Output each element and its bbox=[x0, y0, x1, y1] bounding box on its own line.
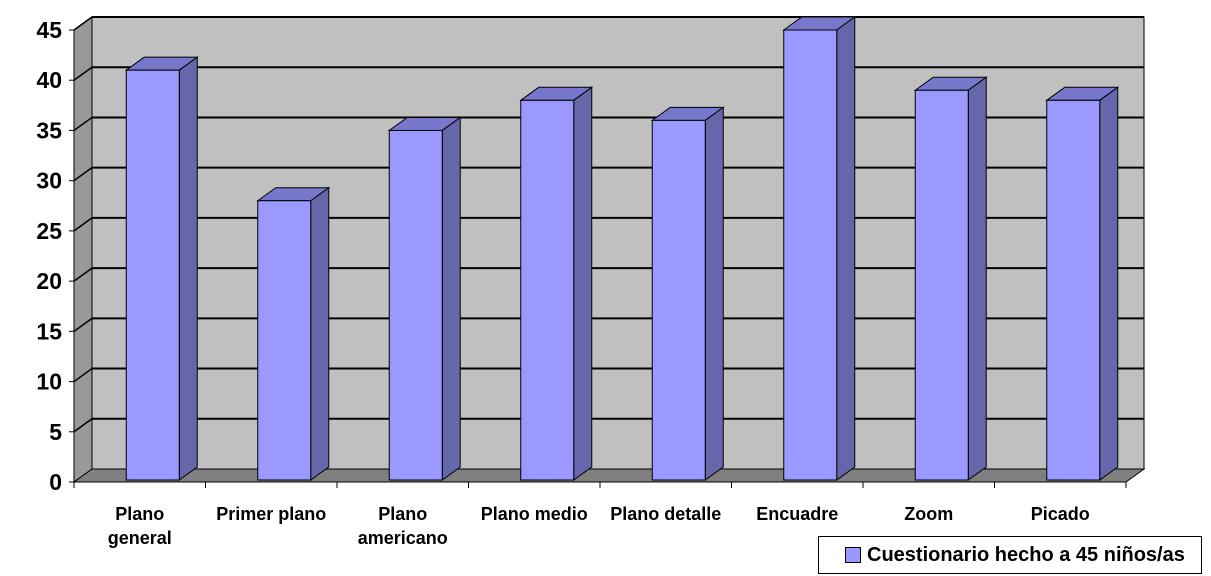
bar bbox=[257, 200, 312, 481]
bar-side bbox=[967, 76, 987, 481]
gridline-side bbox=[73, 367, 93, 383]
x-tick-label: Plano bbox=[378, 504, 427, 524]
bar bbox=[651, 119, 706, 481]
left-wall bbox=[73, 16, 93, 483]
legend-label: Cuestionario hecho a 45 niños/as bbox=[867, 543, 1185, 566]
y-tick-label: 25 bbox=[36, 218, 62, 244]
x-tick-label: Plano medio bbox=[481, 504, 588, 524]
x-tick-label: Zoom bbox=[904, 504, 953, 524]
x-tick-label: Encuadre bbox=[756, 504, 838, 524]
y-tick-label: 0 bbox=[49, 469, 62, 495]
bar-side bbox=[573, 86, 593, 481]
bar-side bbox=[178, 56, 198, 481]
x-tick-label: general bbox=[108, 528, 172, 548]
gridline-side bbox=[73, 217, 93, 232]
y-tick-labels: 0 5 10 15 20 25 30 35 40 45 bbox=[36, 17, 62, 495]
x-tick-label: Plano detalle bbox=[610, 504, 721, 524]
y-tick-label: 40 bbox=[36, 67, 62, 93]
y-tick-label: 5 bbox=[49, 419, 62, 445]
y-tick-label: 20 bbox=[36, 268, 62, 294]
x-tick-label: Primer plano bbox=[216, 504, 326, 524]
legend: Cuestionario hecho a 45 niños/as bbox=[818, 536, 1202, 574]
bar-side bbox=[310, 186, 330, 481]
bar bbox=[388, 129, 443, 481]
y-tick-label: 45 bbox=[36, 17, 62, 43]
gridline-side bbox=[73, 66, 93, 81]
bar bbox=[1046, 99, 1101, 481]
y-tick-label: 30 bbox=[36, 168, 62, 194]
bar bbox=[914, 89, 969, 481]
gridline-side bbox=[73, 267, 93, 282]
legend-swatch bbox=[845, 547, 861, 563]
bar-side bbox=[836, 16, 856, 481]
bar-side bbox=[704, 106, 724, 481]
bars bbox=[124, 16, 1120, 481]
bar-side bbox=[441, 116, 461, 481]
axes bbox=[69, 29, 1127, 488]
y-tick-label: 10 bbox=[36, 369, 62, 395]
gridline-side bbox=[73, 418, 93, 433]
bar-side bbox=[1099, 86, 1119, 481]
floor bbox=[72, 468, 1146, 483]
gridline-side bbox=[73, 116, 93, 132]
gridline-side bbox=[73, 167, 93, 182]
y-tick-label: 35 bbox=[36, 117, 62, 143]
y-tick-label: 15 bbox=[36, 318, 62, 344]
x-tick-label: americano bbox=[358, 528, 448, 548]
x-tick-label: Picado bbox=[1031, 504, 1090, 524]
x-tick-label: Plano bbox=[115, 504, 164, 524]
bar bbox=[783, 29, 838, 481]
gridline-side bbox=[73, 317, 93, 332]
gridline-side bbox=[73, 16, 93, 31]
x-tick-labels: Plano general Primer plano Plano americano Pl… bbox=[108, 504, 1090, 548]
bar bbox=[125, 69, 180, 481]
bar bbox=[520, 99, 575, 481]
